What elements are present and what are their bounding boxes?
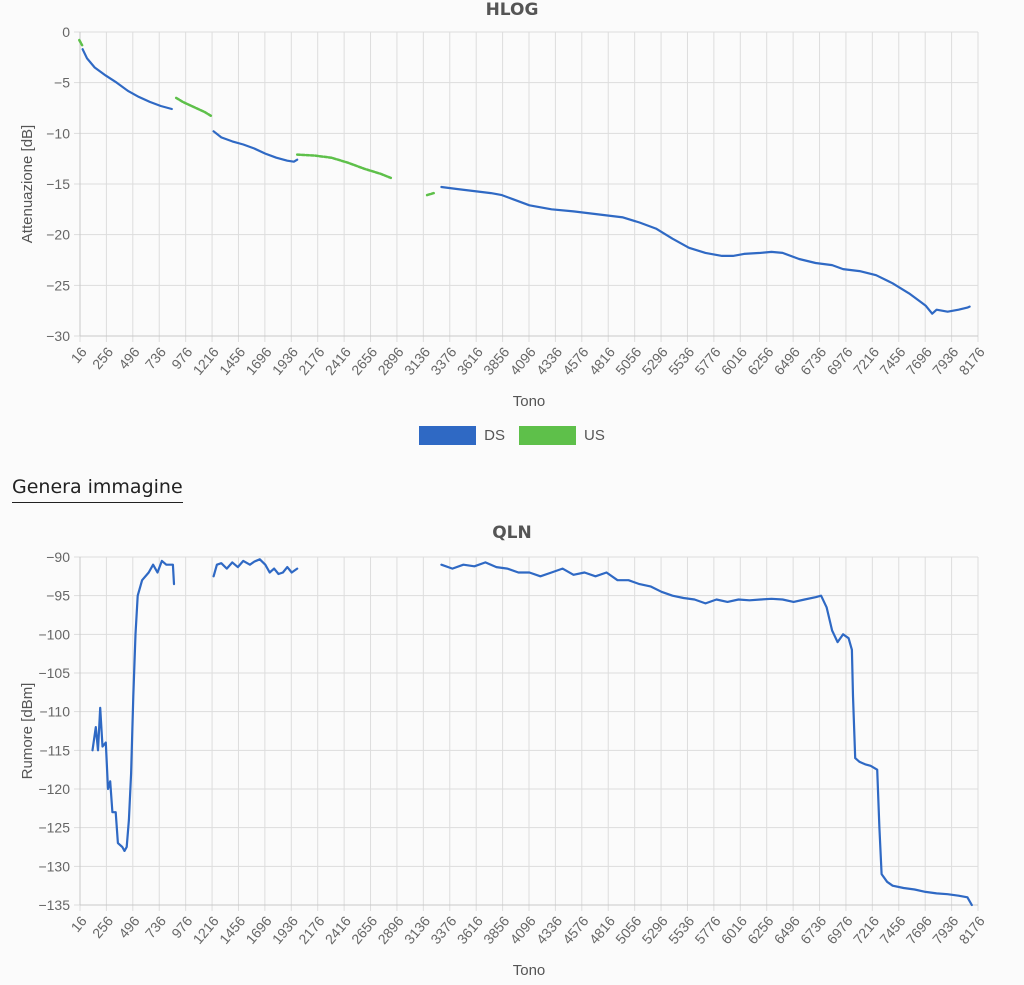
qln-xtick-label: 736 xyxy=(142,913,169,941)
legend-swatch-us xyxy=(519,426,576,445)
hlog-ytick-label: −10 xyxy=(46,125,70,141)
qln-ds-line-segment-1 xyxy=(212,558,299,578)
qln-ytick-label: −120 xyxy=(38,781,70,797)
qln-xtick-label: 1456 xyxy=(216,913,248,947)
qln-xtick-label: 2416 xyxy=(322,913,354,947)
hlog-ytick-label: −25 xyxy=(46,277,70,293)
generate-image-link[interactable]: Genera immagine xyxy=(12,476,183,503)
qln-x-axis-title: Tono xyxy=(513,962,546,979)
qln-xtick-label: 3616 xyxy=(454,913,486,947)
qln-xtick-label: 4336 xyxy=(533,913,565,947)
qln-xtick-label: 2896 xyxy=(374,913,406,947)
hlog-ytick-label: −15 xyxy=(46,176,70,192)
hlog-ds-line-segment-1 xyxy=(212,130,299,163)
qln-xtick-label: 256 xyxy=(89,913,116,941)
qln-xtick-label: 5056 xyxy=(612,913,644,947)
qln-xtick-label: 5536 xyxy=(665,913,697,947)
qln-xtick-label: 7216 xyxy=(850,913,882,947)
hlog-ds-line-segment-0 xyxy=(81,48,173,111)
qln-ytick-label: −130 xyxy=(38,858,70,874)
hlog-ytick-label: −20 xyxy=(46,227,70,243)
qln-xtick-label: 496 xyxy=(115,913,142,941)
qln-ds-line-segment-0 xyxy=(91,559,176,852)
qln-xtick-label: 8176 xyxy=(956,913,988,947)
hlog-ds-line-segment-2 xyxy=(440,185,971,315)
hlog-title: HLOG xyxy=(485,0,539,20)
qln-xtick-label: 6016 xyxy=(718,913,750,947)
legend-swatch-ds xyxy=(419,426,477,445)
legend-label-ds: DS xyxy=(484,427,505,444)
qln-xtick-label: 6736 xyxy=(797,913,829,947)
qln-ytick-label: −135 xyxy=(38,897,70,913)
qln-ytick-label: −100 xyxy=(38,626,70,642)
qln-xtick-label: 2176 xyxy=(295,913,327,947)
qln-ytick-label: −110 xyxy=(40,704,71,720)
legend-label-us: US xyxy=(584,427,605,444)
qln-xtick-label: 6496 xyxy=(771,913,803,947)
hlog-ytick-label: 0 xyxy=(62,24,70,40)
qln-xtick-label: 4816 xyxy=(586,913,618,947)
qln-xtick-label: 7936 xyxy=(929,913,961,947)
qln-xtick-label: 4096 xyxy=(507,913,539,947)
qln-ytick-label: −90 xyxy=(46,549,70,565)
qln-xtick-label: 7696 xyxy=(903,913,935,947)
qln-xtick-label: 5296 xyxy=(639,913,671,947)
hlog-chart: 16 256 496 736 97612161456169619362176241626… xyxy=(19,24,988,410)
qln-ytick-label: −95 xyxy=(46,588,70,604)
qln-xtick-label: 4576 xyxy=(559,913,591,947)
qln-xtick-label: 1696 xyxy=(242,913,274,947)
hlog-ytick-label: −5 xyxy=(54,75,70,91)
hlog-us-line-segment-0 xyxy=(78,38,84,47)
qln-xtick-label: 7456 xyxy=(876,913,908,947)
qln-xtick-label: 3856 xyxy=(480,913,512,947)
qln-xtick-label: 1216 xyxy=(190,913,222,947)
qln-xtick-label: 3376 xyxy=(427,913,459,947)
hlog-ytick-label: −30 xyxy=(46,328,70,344)
hlog-us-line-segment-2 xyxy=(295,153,393,180)
hlog-legend: DS US xyxy=(0,426,1024,445)
qln-xtick-label: 3136 xyxy=(401,913,433,947)
hlog-us-line-segment-3 xyxy=(425,191,435,197)
qln-ytick-label: −105 xyxy=(38,665,70,681)
legend-item-ds[interactable]: DS xyxy=(419,426,505,445)
qln-xtick-label: 16 xyxy=(68,913,90,935)
hlog-y-axis-title: Attenuazione [dB] xyxy=(19,125,36,243)
qln-xtick-label: 6976 xyxy=(823,913,855,947)
qln-xtick-label: 5776 xyxy=(691,913,723,947)
qln-title: QLN xyxy=(492,523,532,543)
hlog-us-line-segment-1 xyxy=(174,96,213,118)
qln-xtick-label: 1936 xyxy=(269,913,301,947)
qln-ytick-label: −125 xyxy=(38,820,70,836)
hlog-x-axis-title: Tono xyxy=(513,393,546,410)
legend-item-us[interactable]: US xyxy=(519,426,605,445)
qln-ds-line-segment-2 xyxy=(440,561,973,907)
qln-y-axis-title: Rumore [dBm] xyxy=(19,683,36,780)
qln-ytick-label: −115 xyxy=(40,742,71,758)
qln-xtick-label: 2656 xyxy=(348,913,380,947)
qln-xtick-label: 6256 xyxy=(744,913,776,947)
